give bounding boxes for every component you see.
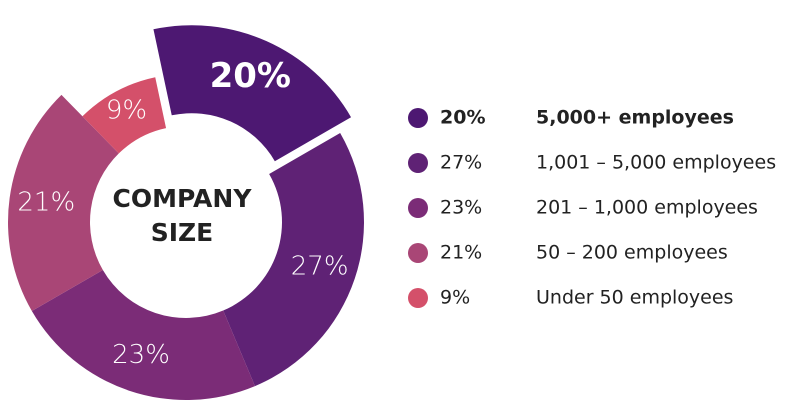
legend-swatch [408,198,428,218]
legend-value: 23% [440,197,482,219]
donut-segment [153,25,352,162]
segment-label: 23% [112,340,170,370]
donut-segment [7,94,119,312]
center-label: SIZE [151,218,214,247]
legend-value: 20% [440,107,485,129]
legend-value: 9% [440,287,470,309]
legend-label: 1,001 – 5,000 employees [536,152,776,174]
segment-label: 20% [210,56,291,96]
donut-segment [223,133,365,387]
legend-label: 201 – 1,000 employees [536,197,758,219]
legend-label: 5,000+ employees [536,107,734,129]
legend-label: 50 – 200 employees [536,242,728,264]
segment-label: 21% [17,187,75,217]
legend-value: 21% [440,242,482,264]
legend-value: 27% [440,152,482,174]
segment-label: 27% [291,251,349,281]
legend-swatch [408,243,428,263]
legend-swatch [408,108,428,128]
legend-swatch [408,288,428,308]
donut-segment [82,77,167,154]
legend-label: Under 50 employees [536,287,733,309]
center-label: COMPANY [113,184,253,213]
donut-segment [31,270,255,401]
segment-label: 9% [106,95,147,125]
legend-swatch [408,153,428,173]
